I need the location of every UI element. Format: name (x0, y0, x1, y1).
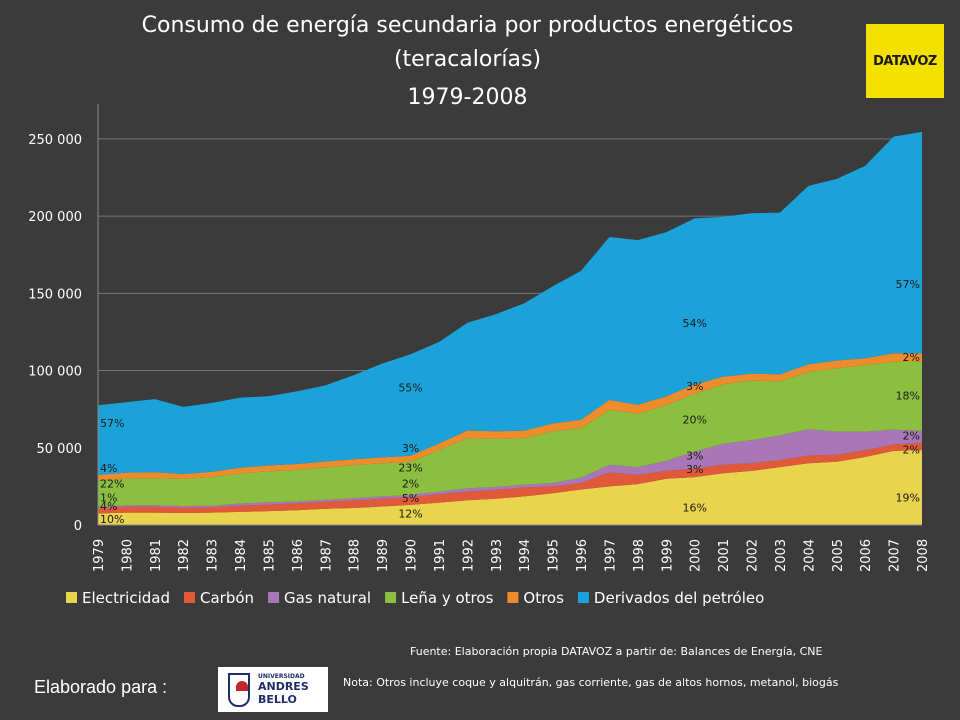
x-tick-label: 1992 (461, 539, 476, 572)
x-tick-label: 1994 (518, 539, 533, 572)
legend-swatch-5 (577, 592, 589, 603)
x-tick-label: 2008 (916, 539, 931, 572)
share-label: 2% (402, 477, 419, 490)
legend-swatch-4 (507, 592, 519, 603)
share-label: 2% (903, 444, 920, 457)
share-label: 18% (896, 389, 920, 402)
y-tick-label: 100 000 (28, 365, 82, 380)
x-tick-label: 1998 (632, 539, 647, 572)
y-tick-label: 0 (74, 519, 82, 534)
area-series (98, 131, 922, 525)
share-label: 4% (100, 462, 117, 475)
x-tick-label: 1985 (262, 539, 277, 572)
share-label: 5% (402, 492, 419, 505)
legend-label-4: Otros (523, 589, 564, 607)
x-tick-label: 1989 (376, 539, 391, 572)
legend-label-3: Leña y otros (401, 589, 494, 607)
y-tick-label: 150 000 (28, 287, 82, 302)
y-tick-label: 50 000 (37, 442, 83, 457)
x-tick-label: 1990 (405, 539, 420, 572)
others-note: Nota: Otros incluye coque y alquitrán, g… (343, 676, 839, 689)
share-label: 57% (100, 417, 124, 430)
share-label: 3% (686, 463, 703, 476)
x-tick-label: 1981 (149, 539, 164, 572)
datavoz-logo: DATAVOZ (866, 24, 944, 98)
legend-swatch-0 (66, 592, 77, 603)
x-tick-label: 1982 (177, 539, 192, 572)
y-tick-label: 200 000 (28, 210, 82, 225)
share-label: 19% (896, 491, 920, 504)
legend-swatch-3 (385, 592, 397, 603)
y-tick-label: 250 000 (28, 133, 82, 148)
x-tick-label: 2001 (717, 539, 732, 572)
legend-label-5: Derivados del petróleo (594, 589, 764, 607)
x-tick-label: 1983 (206, 539, 221, 572)
legend-swatch-1 (184, 592, 195, 603)
x-tick-label: 1988 (348, 539, 363, 572)
chart-title-line-2: (teracalorías) (393, 47, 542, 72)
share-label: 57% (896, 278, 920, 291)
x-tick-label: 1995 (547, 539, 562, 572)
share-label: 54% (682, 317, 706, 330)
share-label: 2% (903, 430, 920, 443)
x-tick-label: 2005 (831, 539, 846, 572)
area-series-5 (98, 131, 922, 475)
x-tick-label: 1984 (234, 539, 249, 572)
share-label: 1% (100, 491, 117, 504)
legend-label-2: Gas natural (284, 589, 371, 607)
x-tick-label: 1997 (603, 539, 618, 572)
share-label: 4% (100, 500, 117, 513)
share-label: 12% (398, 508, 422, 521)
legend-swatch-2 (268, 592, 280, 603)
datavoz-logo-text: DATAVOZ (873, 53, 937, 69)
x-tick-label: 2006 (859, 539, 874, 572)
share-annotations: 57%4%22%1%4%10%55%3%23%2%5%12%54%3%20%3%… (100, 278, 920, 526)
x-tick-label: 2007 (888, 539, 903, 572)
stacked-area-chart: 0 50 000 100 000 150 000 200 000 250 000 1979 1… (28, 104, 931, 607)
x-tick-label: 1987 (319, 539, 334, 572)
x-tick-label: 2003 (774, 539, 789, 572)
share-label: 55% (398, 382, 422, 395)
legend-label-1: Carbón (200, 589, 254, 607)
share-label: 3% (402, 442, 419, 455)
legend-label-0: Electricidad (82, 589, 170, 607)
share-label: 23% (398, 461, 422, 474)
chart-title-line-1: Consumo de energía secundaria por produc… (141, 13, 794, 38)
x-tick-label: 1986 (291, 539, 306, 572)
share-label: 22% (100, 477, 124, 490)
share-label: 20% (682, 413, 706, 426)
axes: 0 50 000 100 000 150 000 200 000 250 000 1979 1… (28, 104, 931, 572)
x-tick-label: 1993 (490, 539, 505, 572)
share-label: 16% (682, 501, 706, 514)
university-crest-icon (228, 672, 250, 707)
chart-title-line-3: 1979-2008 (407, 85, 528, 110)
x-tick-label: 1980 (120, 539, 135, 572)
made-for-label: Elaborado para : (34, 677, 168, 697)
share-label: 2% (903, 351, 920, 364)
area-series-3 (98, 361, 922, 507)
university-logo-name: ANDRES BELLO (257, 680, 309, 706)
x-tick-label: 1999 (660, 539, 675, 572)
source-note: Fuente: Elaboración propia DATAVOZ a par… (410, 645, 823, 658)
area-series-4 (98, 353, 922, 481)
share-label: 3% (686, 380, 703, 393)
x-tick-label: 2004 (802, 539, 817, 572)
university-logo: UNIVERSIDAD ANDRES BELLO (218, 667, 328, 712)
area-series-0 (98, 450, 922, 525)
university-logo-small-text: UNIVERSIDAD (257, 673, 305, 680)
share-label: 10% (100, 513, 124, 526)
x-tick-label: 2002 (746, 539, 761, 572)
area-series-2 (98, 429, 922, 508)
x-tick-label: 1996 (575, 539, 590, 572)
x-tick-label: 2000 (689, 539, 704, 572)
x-tick-label: 1991 (433, 539, 448, 572)
x-tick-label: 1979 (92, 539, 107, 572)
legend: Electricidad Carbón Gas natural Leña y otro… (66, 589, 764, 607)
share-label: 3% (686, 450, 703, 463)
